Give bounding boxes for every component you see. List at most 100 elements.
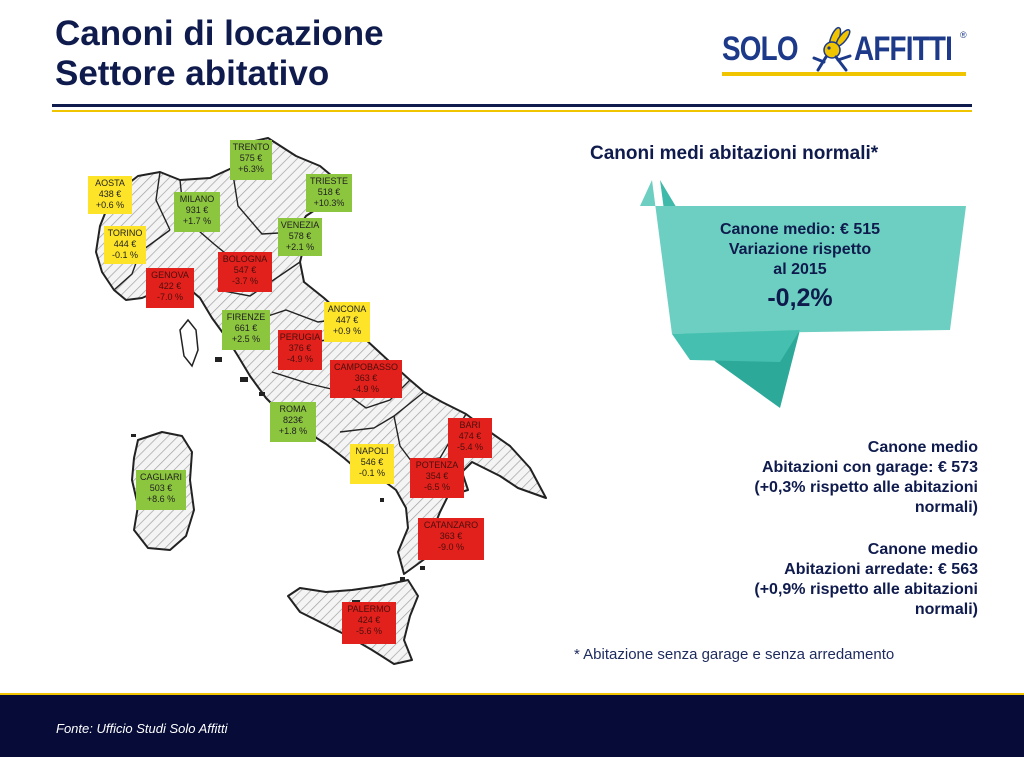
city-change: +10.3% xyxy=(313,198,345,208)
city-badge-palermo: PALERMO 424 € -5.6 % xyxy=(342,602,396,644)
panel-heading: Canoni medi abitazioni normali* xyxy=(590,143,879,164)
city-change: +6.3% xyxy=(238,164,264,174)
corsica xyxy=(179,318,199,368)
garage-rent-block: Canone medio Abitazioni con garage: € 57… xyxy=(640,438,978,518)
city-badge-perugia: PERUGIA 376 € -4.9 % xyxy=(278,330,322,370)
footnote: * Abitazione senza garage e senza arreda… xyxy=(574,646,895,663)
city-rent: 363 € xyxy=(439,531,463,541)
garage-line-1: Canone medio xyxy=(867,439,978,456)
city-rent: 474 € xyxy=(458,431,482,441)
city-rent: 376 € xyxy=(288,343,312,353)
city-name: AOSTA xyxy=(95,178,125,188)
city-change: -4.9 % xyxy=(286,354,313,364)
city-badge-trento: TRENTO 575 € +6.3% xyxy=(230,140,272,180)
city-badge-catanzaro: CATANZARO 363 € -9.0 % xyxy=(418,518,484,560)
city-change: +0.6 % xyxy=(95,200,125,210)
city-name: FIRENZE xyxy=(226,312,266,322)
city-change: +0.9 % xyxy=(332,326,362,336)
ribbon-text: Canone medio: € 515 Variazione rispetto … xyxy=(680,220,920,314)
city-rent: 547 € xyxy=(233,265,257,275)
city-rent: 438 € xyxy=(98,189,122,199)
city-change: -9.0 % xyxy=(437,542,464,552)
city-badge-milano: MILANO 931 € +1.7 % xyxy=(174,192,220,232)
city-badge-campobasso: CAMPOBASSO 363 € -4.9 % xyxy=(330,360,402,398)
city-change: +8.6 % xyxy=(146,494,176,504)
city-badge-aosta: AOSTA 438 € +0.6 % xyxy=(88,176,132,214)
solo-affitti-logo: SOLO AFFITTI ® xyxy=(722,26,972,78)
ribbon-shadow xyxy=(672,330,800,362)
furnished-line-1: Canone medio xyxy=(867,541,978,558)
city-change: -5.6 % xyxy=(355,626,382,636)
garage-line-4: normali) xyxy=(914,499,978,516)
city-change: -0.1 % xyxy=(111,250,138,260)
city-badge-trieste: TRIESTE 518 € +10.3% xyxy=(306,174,352,212)
city-change: -7.0 % xyxy=(156,292,183,302)
city-rent: 518 € xyxy=(317,187,341,197)
city-badge-bologna: BOLOGNA 547 € -3.7 % xyxy=(218,252,272,292)
header-rule-navy xyxy=(52,104,972,107)
city-name: TRENTO xyxy=(232,142,270,152)
ribbon-variation-label: Variazione rispetto xyxy=(728,241,872,258)
city-change: -4.9 % xyxy=(352,384,379,394)
city-badge-cagliari: CAGLIARI 503 € +8.6 % xyxy=(136,470,186,510)
city-badge-genova: GENOVA 422 € -7.0 % xyxy=(146,268,194,308)
city-name: CAMPOBASSO xyxy=(333,362,398,372)
registered-mark: ® xyxy=(960,30,967,40)
ribbon-variation-value: -0,2% xyxy=(767,284,833,312)
footer-bar: Fonte: Ufficio Studi Solo Affitti xyxy=(0,693,1024,757)
furnished-line-2: Abitazioni arredate: € 563 xyxy=(784,561,978,578)
city-name: CAGLIARI xyxy=(139,472,182,482)
city-name: VENEZIA xyxy=(280,220,320,230)
city-name: ANCONA xyxy=(327,304,367,314)
page-title: Canoni di locazione Settore abitativo xyxy=(55,14,384,94)
ribbon-average-rent: Canone medio: € 515 xyxy=(719,221,881,238)
city-name: MILANO xyxy=(179,194,215,204)
city-change: +1.7 % xyxy=(182,216,212,226)
city-badge-ancona: ANCONA 447 € +0.9 % xyxy=(324,302,370,342)
city-change: +2.5 % xyxy=(231,334,261,344)
logo-underline xyxy=(722,72,966,76)
city-name: TORINO xyxy=(107,228,143,238)
city-rent: 363 € xyxy=(354,373,378,383)
furnished-line-3: (+0,9% rispetto alle abitazioni xyxy=(754,581,978,598)
city-name: ROMA xyxy=(279,404,307,414)
page-title-line-1: Canoni di locazione xyxy=(55,14,384,53)
city-rent: 931 € xyxy=(185,205,209,215)
ribbon-main xyxy=(640,180,966,334)
city-badge-potenza: POTENZA 354 € -6.5 % xyxy=(410,458,464,498)
city-badge-firenze: FIRENZE 661 € +2.5 % xyxy=(222,310,270,350)
city-name: BOLOGNA xyxy=(222,254,268,264)
city-badge-napoli: NAPOLI 546 € -0.1 % xyxy=(350,444,394,484)
city-change: -3.7 % xyxy=(231,276,258,286)
city-change: -5.4 % xyxy=(456,442,483,452)
city-name: CATANZARO xyxy=(423,520,479,530)
city-badge-venezia: VENEZIA 578 € +2.1 % xyxy=(278,218,322,256)
source-note: Fonte: Ufficio Studi Solo Affitti xyxy=(56,721,228,736)
city-name: BARI xyxy=(459,420,481,430)
city-change: -6.5 % xyxy=(423,482,450,492)
city-rent: 444 € xyxy=(113,239,137,249)
city-name: NAPOLI xyxy=(355,446,389,456)
city-name: POTENZA xyxy=(415,460,459,470)
page-title-line-2: Settore abitativo xyxy=(55,54,330,93)
city-rent: 424 € xyxy=(357,615,381,625)
city-rent: 575 € xyxy=(239,153,263,163)
city-name: TRIESTE xyxy=(309,176,348,186)
city-rent: 546 € xyxy=(360,457,384,467)
city-change: +1.8 % xyxy=(278,426,308,436)
city-rent: 503 € xyxy=(149,483,173,493)
header-rule-yellow xyxy=(52,110,972,112)
city-change: +2.1 % xyxy=(285,242,315,252)
city-badge-bari: BARI 474 € -5.4 % xyxy=(448,418,492,458)
city-name: PALERMO xyxy=(347,604,391,614)
city-rent: 578 € xyxy=(288,231,312,241)
city-rent: 422 € xyxy=(158,281,182,291)
city-rent: 823€ xyxy=(282,415,304,425)
city-change: -0.1 % xyxy=(358,468,385,478)
city-badge-torino: TORINO 444 € -0.1 % xyxy=(104,226,146,264)
furnished-line-4: normali) xyxy=(914,601,978,618)
logo-text-affitti: AFFITTI xyxy=(854,30,953,68)
city-name: GENOVA xyxy=(151,270,189,280)
ribbon-year-label: al 2015 xyxy=(773,261,827,278)
